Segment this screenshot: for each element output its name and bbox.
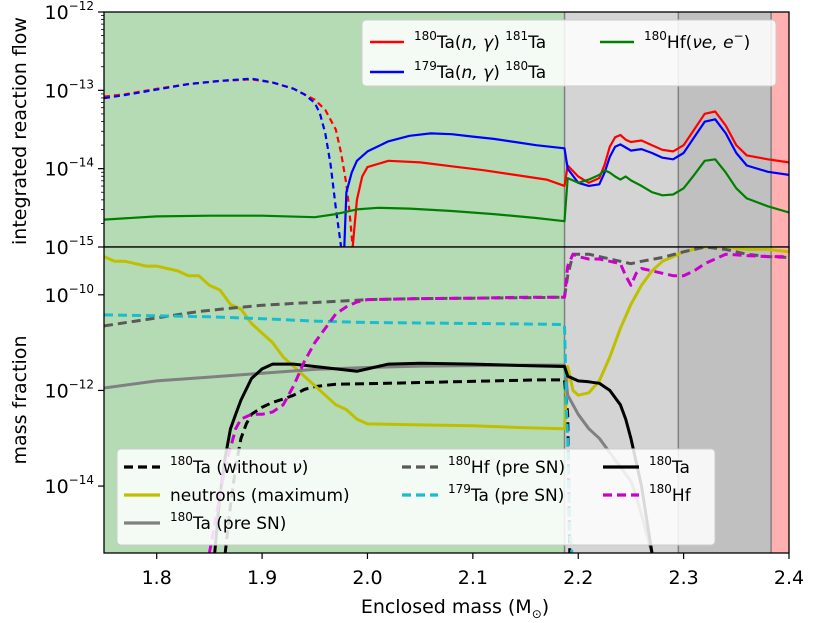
legend-superscript: 180 <box>505 59 528 73</box>
series-group <box>104 247 789 553</box>
legend-isotope: 180 <box>170 454 193 468</box>
series-line <box>223 378 572 553</box>
series-line <box>343 118 789 247</box>
legend-text: Hf (pre SN) <box>471 458 565 478</box>
x-tick-label: 1.8 <box>142 567 172 589</box>
y-tick-exponent: −13 <box>69 77 94 91</box>
shaded-region <box>771 247 789 553</box>
bottom-y-axis-label: mass fraction <box>9 336 31 465</box>
legend-italic: ν <box>292 458 302 478</box>
top-y-axis-label: integrated reaction flow <box>9 17 31 245</box>
y-tick-base: 10 <box>44 80 68 102</box>
legend-text: Ta <box>671 458 690 478</box>
y-tick-base: 10 <box>44 476 68 498</box>
legend-isotope: 180 <box>649 482 672 496</box>
legend-isotope: 180 <box>448 454 471 468</box>
panel-frame <box>103 246 790 554</box>
x-tick-label: 1.9 <box>247 567 277 589</box>
y-tick-exponent: −15 <box>69 234 94 248</box>
legend-text: neutrons (maximum) <box>170 486 350 506</box>
x-axis-label: Enclosed mass (M⊙) <box>361 596 549 621</box>
y-tick-exponent: −12 <box>69 377 94 391</box>
legend-entry: 180Ta (pre SN) <box>170 510 286 534</box>
legend-entry: 180Ta (without ν) <box>170 454 308 478</box>
legend-text: ) <box>302 458 309 478</box>
y-tick-exponent: −14 <box>69 156 94 170</box>
legend-box <box>116 448 716 546</box>
legend-text: Ta <box>527 33 546 53</box>
y-tick-base: 10 <box>44 159 68 181</box>
series-line <box>351 110 789 247</box>
series-line <box>104 247 789 328</box>
y-tick-exponent: −14 <box>69 473 94 487</box>
legend-superscript: − <box>734 29 744 43</box>
x-tick-label: 2.2 <box>563 567 593 589</box>
legend-text: Ta( <box>436 63 462 83</box>
legend-superscript: 181 <box>505 29 528 43</box>
series-group <box>104 77 789 247</box>
legend-text: Ta <box>527 63 546 83</box>
series-line <box>213 361 654 553</box>
legend-entry: 180Ta <box>649 454 690 478</box>
x-tick-label: 2.1 <box>458 567 488 589</box>
legend-isotope: 180 <box>170 510 193 524</box>
legend-entry: 179Ta(n, γ) 180Ta <box>414 59 546 83</box>
legend-text: Hf <box>672 486 692 506</box>
legend-text: Ta( <box>436 33 462 53</box>
legend-entry: 180Hf <box>649 482 692 506</box>
y-tick-base: 10 <box>44 380 68 402</box>
legend-entry: 180Hf(νe, e−) <box>644 29 750 53</box>
x-tick-label: 2.0 <box>352 567 382 589</box>
y-tick-base: 10 <box>44 2 68 24</box>
x-tick-label: 2.3 <box>669 567 699 589</box>
legend-text: ) <box>493 63 505 83</box>
legend-text: Hf( <box>667 33 692 53</box>
y-tick-base: 10 <box>44 237 68 259</box>
legend-isotope: 179 <box>448 482 471 496</box>
legend-box <box>361 19 777 87</box>
y-tick-label: 10−13 <box>44 77 94 102</box>
legend-entry: 180Hf (pre SN) <box>448 454 565 478</box>
legend-entry: 180Ta(n, γ) 181Ta <box>414 29 546 53</box>
y-tick-label: 10−15 <box>44 234 94 259</box>
series-line <box>104 77 343 247</box>
y-tick-label: 10−12 <box>44 0 94 24</box>
y-tick-label: 10−14 <box>44 156 94 181</box>
y-tick-label: 10−10 <box>44 282 94 307</box>
x-axis: 1.8 1.9 2.0 2.1 2.2 2.3 2.4 <box>142 567 805 589</box>
legend-entry: 179Ta (pre SN) <box>448 482 564 506</box>
legend-entry: neutrons (maximum) <box>170 486 350 506</box>
y-tick-exponent: −10 <box>69 282 94 296</box>
legend-text: Ta (pre SN) <box>192 514 286 534</box>
legend-italic: νe, e <box>692 33 733 53</box>
series-line <box>207 252 789 553</box>
series-line <box>104 158 789 223</box>
y-tick-base: 10 <box>44 285 68 307</box>
y-tick-label: 10−12 <box>44 377 94 402</box>
legend-isotope: 180 <box>414 29 437 43</box>
legend-text: Ta (pre SN) <box>470 486 564 506</box>
legend-text: ) <box>744 33 751 53</box>
series-line <box>104 247 789 431</box>
legend-italic: n, γ <box>462 33 495 53</box>
legend-text: Ta (without <box>192 458 292 478</box>
legend-isotope: 180 <box>649 454 672 468</box>
y-tick-label: 10−14 <box>44 473 94 498</box>
y-tick-exponent: −12 <box>69 0 94 13</box>
legend-text: ) <box>493 33 505 53</box>
x-tick-label: 2.4 <box>774 567 804 589</box>
legend-isotope: 179 <box>414 59 437 73</box>
legend-italic: n, γ <box>462 63 495 83</box>
legend-isotope: 180 <box>644 29 667 43</box>
